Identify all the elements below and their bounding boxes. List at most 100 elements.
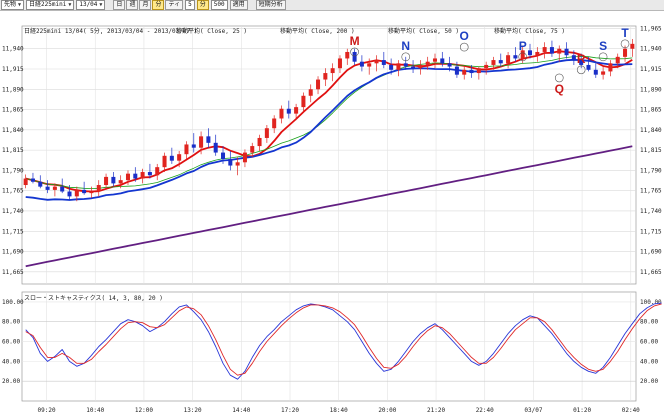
time-axis: 09:20 10:40 12:00 13:20 14:40 17:20 18:40 20:00… xyxy=(38,407,641,414)
candle-body xyxy=(506,55,511,64)
bar-count-value: 500 xyxy=(213,1,225,8)
chevron-down-icon: ▼ xyxy=(68,2,72,8)
price-tick-label-left: 11,715 xyxy=(2,228,24,235)
stochastic-tick-label-right: 60.00 xyxy=(640,339,658,346)
candle-body xyxy=(345,51,350,59)
period-button-group: 日週月分ティ xyxy=(113,0,184,10)
contract-month-value: 13/04 xyxy=(79,1,98,8)
candle-body xyxy=(286,108,291,114)
candle-body xyxy=(125,173,130,181)
apply-button[interactable]: 適用 xyxy=(229,0,248,10)
price-tick-label-right: 11,915 xyxy=(640,66,662,73)
price-tick-label-left: 11,665 xyxy=(2,269,24,276)
pivot-label: S xyxy=(599,39,607,53)
minutes-input[interactable]: 5 xyxy=(185,0,195,10)
period-button[interactable]: ティ xyxy=(165,0,184,10)
pivot-label: T xyxy=(621,26,629,40)
stochastic-panel-frame xyxy=(21,291,637,402)
candle-body xyxy=(359,61,364,67)
candle-body xyxy=(184,144,189,155)
stochastic-tick-label-left: 80.00 xyxy=(2,319,20,326)
pivot-label: R xyxy=(577,52,586,66)
market-select-value: 先物 xyxy=(4,1,17,8)
candle-body xyxy=(535,51,540,56)
time-tick-label: 18:40 xyxy=(330,407,348,414)
symbol-select[interactable]: 日経225mini ▼ xyxy=(26,0,75,10)
market-select[interactable]: 先物 ▼ xyxy=(1,0,25,10)
candle-body xyxy=(264,128,269,138)
price-tick-label-right: 11,665 xyxy=(640,269,662,276)
candle-body xyxy=(169,155,174,161)
trend-analysis-button[interactable]: 短期分析 xyxy=(255,0,286,10)
candle-body xyxy=(418,64,423,69)
price-tick-label-right: 11,815 xyxy=(640,147,662,154)
pivot-label: Q xyxy=(555,82,564,96)
symbol-select-value: 日経225mini xyxy=(29,1,67,8)
candle-body xyxy=(60,186,65,192)
candle-body xyxy=(623,48,628,57)
time-tick-label: 14:40 xyxy=(232,407,250,414)
minutes-unit-button[interactable]: 分 xyxy=(196,0,209,10)
period-button[interactable]: 週 xyxy=(126,0,139,10)
candle-body xyxy=(177,154,182,161)
candle-body xyxy=(330,68,335,74)
candle-body xyxy=(608,63,613,72)
candle-body xyxy=(118,180,123,184)
candle-body xyxy=(396,63,401,70)
candle-body xyxy=(528,50,533,56)
price-chart-title: 日経225mini 13/04( 5分, 2013/03/04 - 2013/0… xyxy=(24,27,197,35)
price-tick-label-left: 11,890 xyxy=(2,86,24,93)
price-and-stochastic-chart: 11,940 11,915 11,890 11,865 11,840 11,815 11,7… xyxy=(0,12,664,415)
pivot-marker-circle xyxy=(576,65,586,75)
stochastic-d-line xyxy=(25,303,662,376)
price-tick-label-left: 11,865 xyxy=(2,107,24,114)
candle-body xyxy=(549,47,554,54)
candle-body xyxy=(469,69,474,74)
candle-body xyxy=(520,50,525,59)
period-button[interactable]: 分 xyxy=(152,0,165,10)
stochastic-panel: スロー・ストキャスティクス( 14, 3, 80, 20 )100.00 100.… xyxy=(2,291,662,402)
candle-body xyxy=(630,43,635,49)
price-tick-label-left: 11,940 xyxy=(2,46,24,53)
candle-body xyxy=(308,89,313,96)
chart-toolbar: 先物 ▼ 日経225mini ▼ 13/04 ▼ 日週月分ティ 5 分 500 … xyxy=(0,0,664,11)
candle-body xyxy=(513,55,518,59)
stochastic-k-line xyxy=(25,302,662,380)
candle-body xyxy=(316,79,321,90)
pivot-label: M xyxy=(350,34,360,48)
candle-body xyxy=(23,178,28,186)
price-tick-label-right: 11,765 xyxy=(640,188,662,195)
candle-body xyxy=(89,191,94,194)
stochastic-title: スロー・ストキャスティクス( 14, 3, 80, 20 ) xyxy=(24,295,163,302)
candle-body xyxy=(542,47,547,52)
time-tick-label: 10:40 xyxy=(86,407,104,414)
chart-background xyxy=(0,12,664,415)
candle-body xyxy=(206,136,211,143)
candle-body xyxy=(45,186,50,190)
stochastic-tick-label-left: 20.00 xyxy=(2,378,20,385)
candle-body xyxy=(571,55,576,61)
price-tick-label-right: 11,690 xyxy=(640,249,662,256)
pivot-marker-circle xyxy=(518,52,528,62)
price-tick-label-right: 11,890 xyxy=(640,86,662,93)
pivot-marker-circle xyxy=(401,52,411,62)
pivot-marker-circle xyxy=(350,47,359,57)
bar-count-input[interactable]: 500 xyxy=(210,0,228,10)
pivot-label: O xyxy=(460,29,469,43)
ma-legend-entry: 移動平均( Close, 75 ) xyxy=(494,27,565,35)
candle-body xyxy=(235,162,240,166)
time-tick-label: 17:20 xyxy=(281,407,299,414)
pivot-marker-circle xyxy=(598,52,608,62)
time-tick-label: 20:00 xyxy=(378,407,396,414)
candle-body xyxy=(38,181,43,187)
pivot-label: P xyxy=(519,39,527,53)
pivot-marker-circle xyxy=(459,42,469,52)
period-button[interactable]: 日 xyxy=(113,0,126,10)
period-button[interactable]: 月 xyxy=(139,0,152,10)
time-tick-label: 09:20 xyxy=(38,407,56,414)
contract-month-select[interactable]: 13/04 ▼ xyxy=(76,0,106,10)
candle-body xyxy=(272,118,277,129)
candle-body xyxy=(586,64,591,70)
pivot-marker-circle xyxy=(620,39,630,49)
